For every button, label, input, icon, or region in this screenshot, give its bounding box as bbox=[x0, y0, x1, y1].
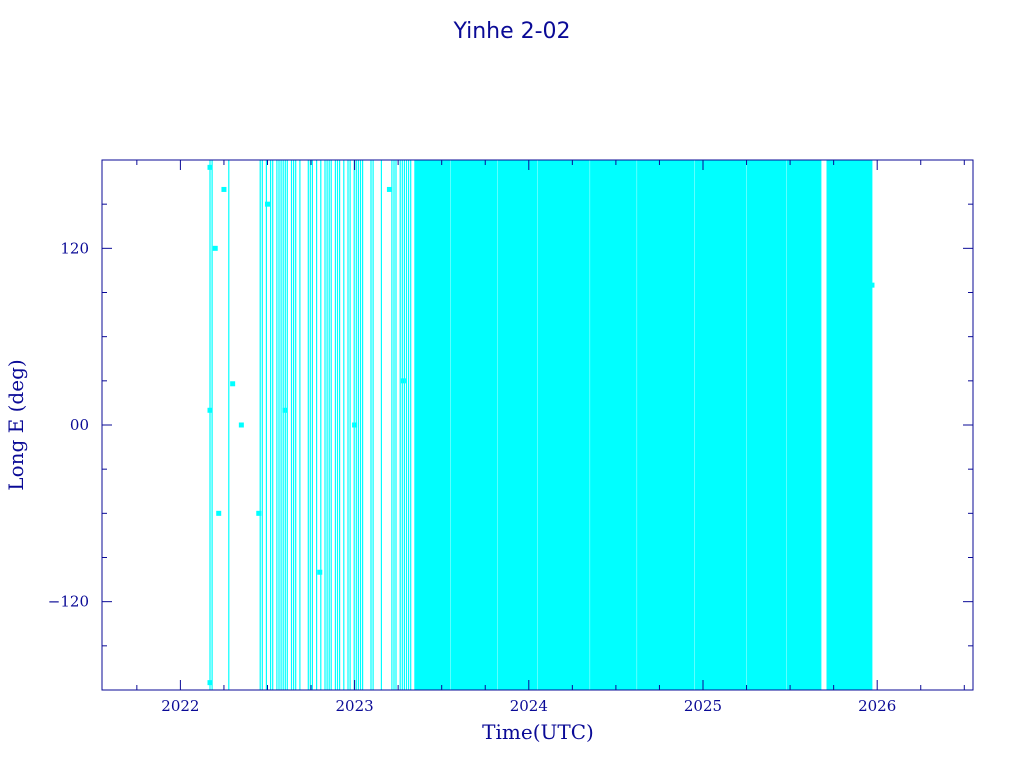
x-tick-label: 2025 bbox=[684, 697, 722, 715]
x-tick-label: 2022 bbox=[161, 697, 199, 715]
x-tick-label: 2024 bbox=[510, 697, 548, 715]
series-point-8 bbox=[256, 510, 262, 516]
series-point-9 bbox=[264, 201, 270, 207]
series-point-6 bbox=[230, 381, 236, 387]
series-layer bbox=[207, 160, 875, 690]
series-point-11 bbox=[317, 569, 323, 575]
series-fill-0 bbox=[419, 160, 817, 690]
series-point-22 bbox=[857, 422, 863, 428]
series-point-21 bbox=[839, 599, 845, 605]
x-tick-label: 2023 bbox=[335, 697, 373, 715]
series-point-16 bbox=[526, 496, 532, 502]
series-point-10 bbox=[282, 407, 288, 413]
series-point-7 bbox=[238, 422, 244, 428]
series-point-20 bbox=[831, 245, 837, 251]
series-point-2 bbox=[207, 680, 213, 686]
series-point-3 bbox=[212, 245, 218, 251]
series-point-12 bbox=[352, 422, 358, 428]
series-point-0 bbox=[207, 164, 213, 170]
series-point-5 bbox=[221, 186, 227, 192]
y-tick-label: 00 bbox=[70, 416, 89, 434]
series-point-15 bbox=[439, 275, 445, 281]
series-point-17 bbox=[613, 319, 619, 325]
series-fill-1 bbox=[417, 160, 442, 690]
x-tick-label: 2026 bbox=[858, 697, 896, 715]
ticks-layer: 2022 2023 2024 2025 2026 −120 00 120 bbox=[48, 159, 973, 715]
series-point-4 bbox=[216, 510, 222, 516]
series-gaps bbox=[450, 160, 787, 690]
series-point-14 bbox=[400, 378, 406, 384]
series-point-19 bbox=[787, 216, 793, 222]
y-tick-label: 120 bbox=[60, 239, 89, 257]
series-point-18 bbox=[700, 599, 706, 605]
y-axis-label: Long E (deg) bbox=[4, 359, 28, 490]
chart-title: Yinhe 2-02 bbox=[452, 19, 570, 44]
y-tick-label: −120 bbox=[48, 593, 89, 611]
series-point-13 bbox=[386, 186, 392, 192]
series-point-1 bbox=[207, 407, 213, 413]
x-axis-label: Time(UTC) bbox=[482, 720, 594, 744]
series-point-23 bbox=[869, 282, 875, 288]
